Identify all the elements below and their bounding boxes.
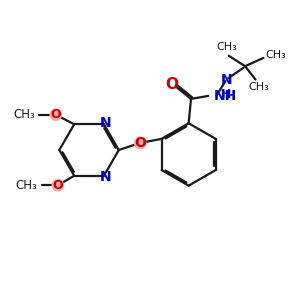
Text: NH: NH <box>214 89 237 103</box>
Text: O: O <box>50 108 61 121</box>
Text: CH₃: CH₃ <box>216 42 237 52</box>
Text: CH₃: CH₃ <box>13 108 35 121</box>
Text: CH₃: CH₃ <box>15 179 37 192</box>
Text: N: N <box>99 170 111 184</box>
Text: H: H <box>220 88 231 100</box>
Text: CH₃: CH₃ <box>265 50 286 60</box>
Circle shape <box>52 180 64 191</box>
Text: CH₃: CH₃ <box>249 82 269 92</box>
Text: O: O <box>52 179 63 192</box>
Text: O: O <box>166 76 178 92</box>
Circle shape <box>135 137 146 148</box>
Text: N: N <box>221 73 232 87</box>
Text: N: N <box>99 116 111 130</box>
Circle shape <box>50 109 61 120</box>
Text: O: O <box>134 136 146 150</box>
